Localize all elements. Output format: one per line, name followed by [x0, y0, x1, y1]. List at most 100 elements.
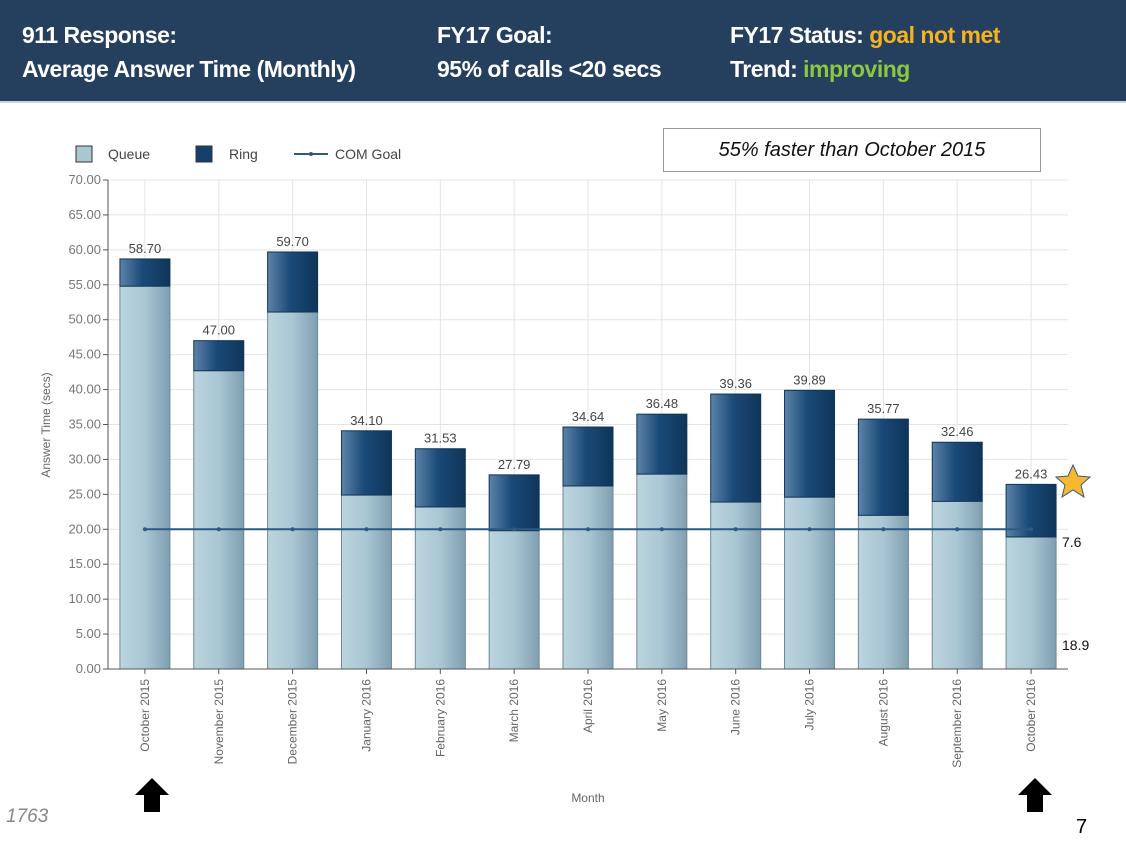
bar-total-label: 31.53 [424, 431, 457, 446]
bar-ring [340, 430, 392, 496]
y-axis-label: Answer Time (secs) [39, 372, 53, 477]
slide-number: 7 [1076, 816, 1088, 838]
y-tick-label: 40.00 [68, 382, 101, 397]
bar-total-label: 35.77 [867, 401, 900, 416]
y-tick-label: 20.00 [68, 521, 101, 536]
y-tick-label: 70.00 [68, 172, 101, 187]
y-tick-label: 60.00 [68, 242, 101, 257]
queue-annotation: 18.9 [1062, 637, 1089, 653]
goal-marker [438, 527, 443, 532]
bar-queue [857, 514, 909, 670]
goal-marker [881, 527, 886, 532]
callout-box: 55% faster than October 2015 [663, 128, 1041, 172]
trend-value: improving [803, 56, 910, 82]
x-tick-label: February 2016 [433, 679, 447, 757]
bar-ring [193, 340, 245, 372]
bar-queue [414, 506, 466, 670]
x-tick-label: November 2015 [212, 679, 226, 765]
title-line-2: Average Answer Time (Monthly) [22, 56, 356, 82]
trend-label: Trend: [730, 56, 804, 82]
bar-ring [562, 426, 614, 487]
bar-queue [193, 370, 245, 670]
x-axis-label: Month [571, 791, 604, 805]
bar-ring [710, 393, 762, 503]
bar-ring [636, 413, 688, 475]
bar-total-label: 58.70 [129, 241, 162, 256]
goal-marker [659, 527, 664, 532]
y-tick-label: 65.00 [68, 207, 101, 222]
y-tick-label: 5.00 [76, 626, 101, 641]
bar-total-label: 39.89 [793, 372, 826, 387]
y-tick-label: 15.00 [68, 556, 101, 571]
x-tick-label: July 2016 [803, 679, 817, 731]
goal-marker [733, 527, 738, 532]
bar-queue [119, 285, 171, 670]
bar-ring [414, 448, 466, 508]
arrow-up-icon [135, 778, 169, 812]
legend-label-queue: Queue [108, 146, 150, 162]
status-label: FY17 Status: [730, 22, 870, 48]
legend-marker-goal [309, 152, 313, 156]
goal-marker [586, 527, 590, 532]
goal-marker [955, 527, 960, 532]
x-tick-label: June 2016 [729, 679, 743, 735]
x-tick-label: August 2016 [876, 679, 890, 747]
bar-total-label: 47.00 [202, 323, 235, 338]
x-tick-label: December 2015 [286, 679, 300, 765]
bar-total-label: 26.43 [1015, 466, 1048, 481]
arrow-up-icon [1018, 778, 1052, 812]
bar-total-label: 32.46 [941, 424, 974, 439]
y-tick-label: 45.00 [68, 347, 101, 362]
goal-marker [512, 527, 517, 532]
goal-value: 95% of calls <20 secs [437, 56, 662, 82]
header-goal: FY17 Goal: 95% of calls <20 secs [437, 18, 662, 86]
legend-label-goal: COM Goal [335, 146, 401, 162]
x-tick-label: October 2015 [138, 679, 152, 752]
bar-total-label: 34.10 [350, 413, 383, 428]
x-tick-label: October 2016 [1024, 679, 1038, 752]
goal-marker [290, 527, 295, 532]
goal-marker [1029, 527, 1034, 532]
x-tick-label: September 2016 [950, 679, 964, 768]
chart-legend: Queue Ring COM Goal [75, 145, 401, 163]
bar-ring [784, 389, 836, 498]
bar-total-label: 39.36 [719, 376, 752, 391]
bar-queue [488, 530, 540, 670]
ring-annotation: 7.6 [1062, 534, 1082, 550]
bar-total-label: 59.70 [276, 234, 309, 249]
title-line-1: 911 Response: [22, 22, 177, 48]
bar-queue [562, 485, 614, 670]
legend-label-ring: Ring [229, 146, 258, 162]
x-tick-label: March 2016 [507, 679, 521, 743]
goal-marker [142, 527, 147, 532]
goal-marker [807, 527, 812, 532]
goal-marker [216, 527, 221, 532]
status-value: goal not met [869, 22, 1000, 48]
bar-ring [119, 258, 171, 287]
legend-swatch-queue [75, 145, 93, 163]
bar-queue [1005, 536, 1057, 670]
goal-label: FY17 Goal: [437, 22, 553, 48]
bar-total-label: 36.48 [646, 396, 679, 411]
y-tick-label: 35.00 [68, 417, 101, 432]
bar-total-label: 27.79 [498, 457, 531, 472]
star-icon [1054, 463, 1092, 499]
y-tick-label: 0.00 [76, 661, 101, 676]
y-tick-label: 25.00 [68, 486, 101, 501]
y-tick-label: 50.00 [68, 312, 101, 327]
legend-swatch-ring [195, 145, 213, 163]
x-tick-label: April 2016 [581, 679, 595, 733]
bar-total-label: 34.64 [572, 409, 605, 424]
bar-ring [857, 418, 909, 516]
goal-marker [364, 527, 369, 532]
bar-ring [931, 441, 983, 502]
bar-ring [267, 251, 319, 313]
bar-queue [931, 500, 983, 670]
x-tick-label: May 2016 [655, 679, 669, 732]
y-tick-label: 30.00 [68, 451, 101, 466]
bar-queue [267, 311, 319, 670]
footer-code: 1763 [6, 806, 49, 827]
bar-ring [488, 474, 540, 532]
header-banner: 911 Response: Average Answer Time (Month… [0, 0, 1126, 103]
